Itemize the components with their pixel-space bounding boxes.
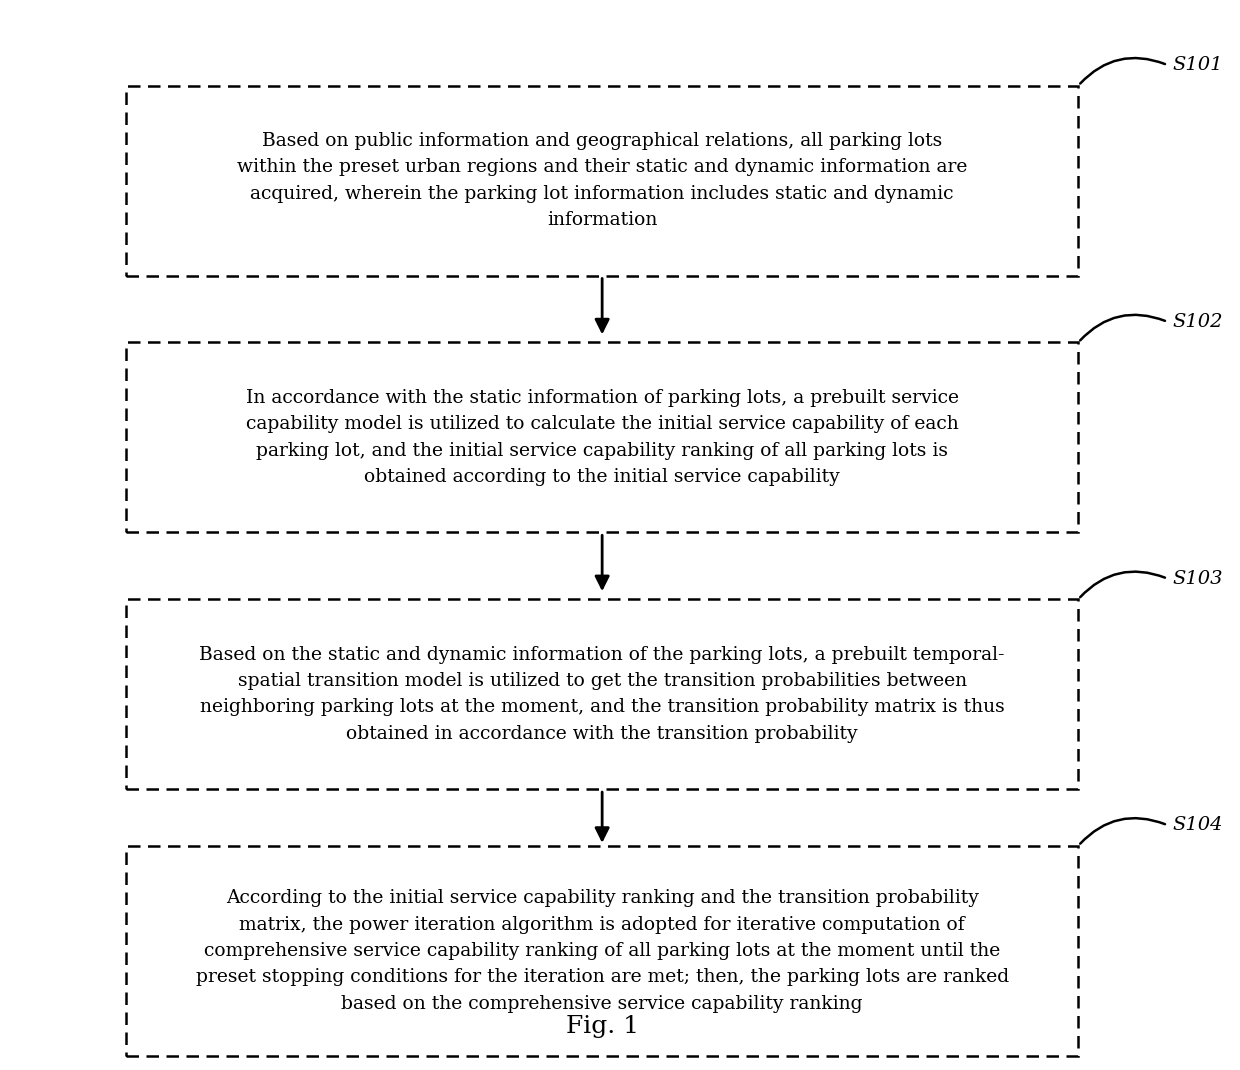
FancyBboxPatch shape	[126, 86, 1079, 276]
Text: In accordance with the static information of parking lots, a prebuilt service
ca: In accordance with the static informatio…	[246, 388, 959, 486]
Text: Fig. 1: Fig. 1	[565, 1014, 639, 1038]
FancyBboxPatch shape	[126, 599, 1079, 790]
Text: Based on public information and geographical relations, all parking lots
within : Based on public information and geograph…	[237, 132, 967, 229]
Text: Based on the static and dynamic information of the parking lots, a prebuilt temp: Based on the static and dynamic informat…	[200, 645, 1004, 743]
FancyBboxPatch shape	[126, 845, 1079, 1056]
Text: S103: S103	[1172, 569, 1223, 587]
Text: S102: S102	[1172, 312, 1223, 331]
Text: S104: S104	[1172, 816, 1223, 835]
Text: S101: S101	[1172, 56, 1223, 74]
Text: According to the initial service capability ranking and the transition probabili: According to the initial service capabil…	[196, 889, 1008, 1013]
FancyBboxPatch shape	[126, 342, 1079, 533]
